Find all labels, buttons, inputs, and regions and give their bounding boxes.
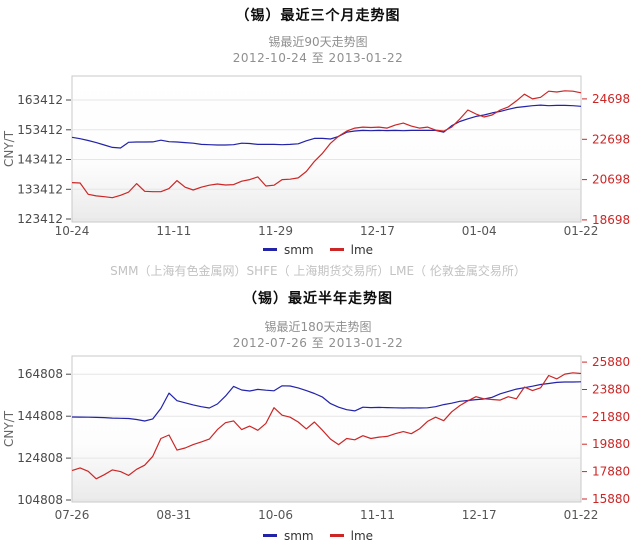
chart-90d-subtitle: 锡最近90天走势图: [268, 35, 368, 49]
y-right-tick-label: 17880: [592, 465, 630, 479]
legend-item-smm: smm: [262, 242, 314, 257]
x-tick-label: 12-17: [360, 224, 395, 238]
smm-line: [71, 381, 582, 422]
chart-180d-subtitle: 锡最近180天走势图: [264, 320, 372, 334]
chart-90d-canvas: 163412 153412 143412 133412 123412 24698 22698…: [2, 75, 630, 238]
x-tick-label: 08-31: [156, 508, 191, 522]
x-tick-label: 12-17: [462, 508, 497, 522]
y-left-tick-label: 133412: [17, 182, 63, 196]
y-right-tick-label: 23880: [592, 383, 630, 397]
y-left-tick-label: 124808: [17, 451, 63, 465]
legend-item-lme: lme: [329, 242, 374, 257]
legend-label-smm: smm: [283, 242, 314, 257]
x-tick-label: 10-24: [55, 224, 90, 238]
chart-180d-canvas: 164808 144808 124808 104808 25880 23880 21880 1…: [2, 355, 630, 522]
chart-180d-title: （锡）最近半年走势图: [243, 291, 393, 307]
smm-color-dash: [262, 248, 277, 251]
y-left-tick-label: 143412: [17, 153, 63, 167]
lme-line: [71, 90, 582, 199]
x-tick-label: 07-26: [55, 508, 90, 522]
x-tick-label: 01-22: [564, 224, 599, 238]
x-tick-label: 11-29: [258, 224, 293, 238]
y-axis-title: CNY/T: [2, 410, 16, 447]
y-left-tick-label: 104808: [17, 493, 63, 507]
lme-line: [71, 372, 582, 480]
y-right-tick-label: 22698: [592, 132, 630, 146]
chart-90d-legend: smm lme: [0, 242, 636, 257]
y-right-tick-label: 20698: [592, 173, 630, 187]
lme-color-dash: [329, 534, 344, 537]
plot-area: [71, 355, 582, 503]
smm-color-dash: [262, 534, 277, 537]
y-right-tick-label: 15880: [592, 492, 630, 506]
legend-label-lme: lme: [350, 528, 374, 543]
chart-180d-legend: smm lme: [0, 528, 636, 543]
legend-item-smm: smm: [262, 528, 314, 543]
x-tick-label: 11-11: [360, 508, 395, 522]
y-left-tick-label: 164808: [17, 367, 63, 381]
y-right-tick-label: 24698: [592, 92, 630, 106]
y-left-tick-label: 123412: [17, 212, 63, 226]
y-right-tick-label: 21880: [592, 410, 630, 424]
x-tick-label: 01-04: [462, 224, 497, 238]
lme-color-dash: [329, 248, 344, 251]
chart-90d-title: （锡）最近三个月走势图: [235, 8, 401, 24]
legend-item-lme: lme: [329, 528, 374, 543]
y-right-tick-label: 18698: [592, 213, 630, 227]
y-left-tick-label: 153412: [17, 123, 63, 137]
chart-90d-date-range: 2012-10-24 至 2013-01-22: [232, 51, 404, 65]
x-tick-label: 01-22: [564, 508, 599, 522]
x-tick-label: 11-11: [156, 224, 191, 238]
exchange-footnote: SMM（上海有色金属网）SHFE（ 上海期货交易所）LME（ 伦敦金属交易所）: [110, 264, 526, 278]
legend-label-lme: lme: [350, 242, 374, 257]
y-right-tick-label: 25880: [592, 355, 630, 369]
y-left-tick-label: 144808: [17, 409, 63, 423]
x-tick-label: 10-06: [258, 508, 293, 522]
legend-label-smm: smm: [283, 528, 314, 543]
y-left-tick-label: 163412: [17, 93, 63, 107]
chart-180d-date-range: 2012-07-26 至 2013-01-22: [232, 336, 404, 350]
y-right-tick-label: 19880: [592, 437, 630, 451]
y-axis-title: CNY/T: [2, 130, 16, 167]
